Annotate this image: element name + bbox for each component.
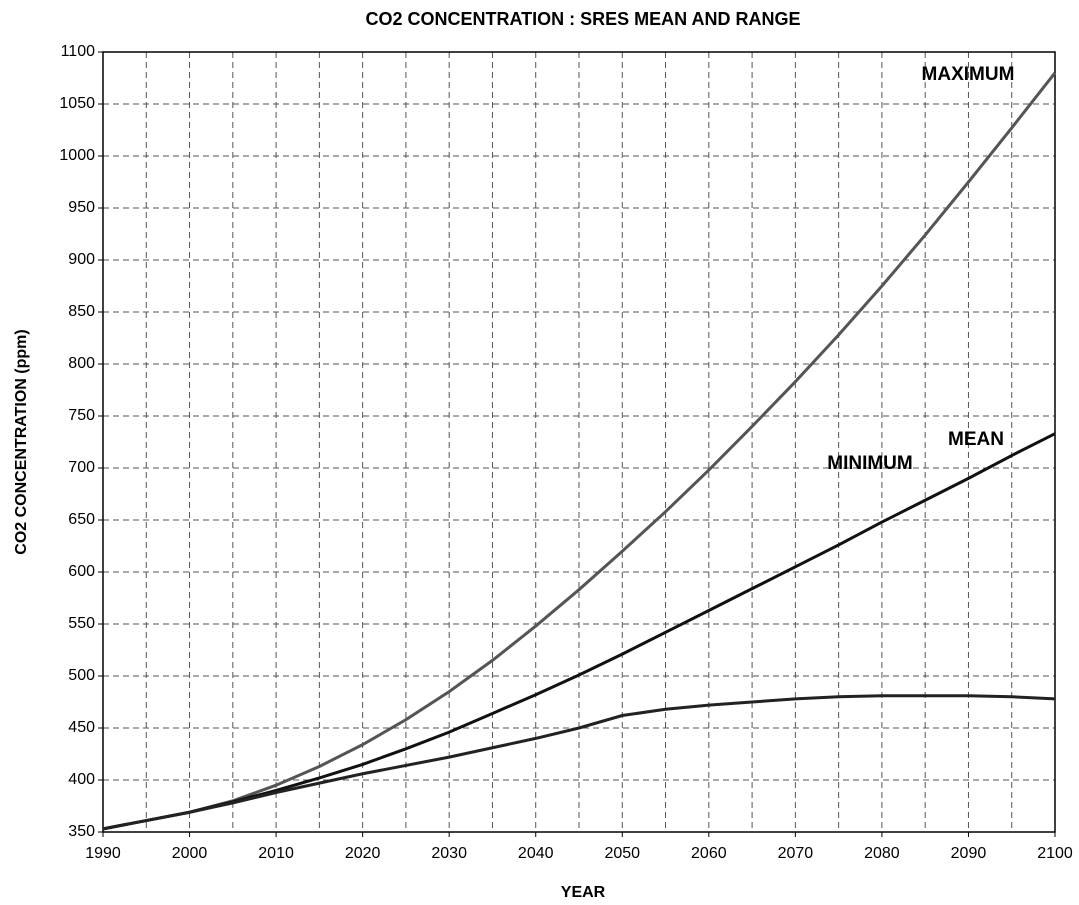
x-tick-label: 2000: [172, 845, 208, 862]
series-label: MEAN: [948, 429, 1004, 450]
series-line: [102, 432, 1056, 831]
y-tick-label: 1000: [59, 147, 95, 164]
y-tick-label: 650: [68, 511, 95, 528]
y-tick-label: 800: [68, 355, 95, 372]
x-tick-label: 2020: [345, 845, 381, 862]
y-tick-label: 1050: [59, 95, 95, 112]
series-line: [102, 71, 1057, 831]
x-axis-label: YEAR: [561, 884, 606, 901]
y-axis-label: CO2 CONCENTRATION (ppm): [13, 329, 30, 554]
series-label: MINIMUM: [827, 453, 912, 474]
y-tick-label: 850: [68, 303, 95, 320]
x-tick-label: 2010: [258, 845, 294, 862]
x-tick-label: 2070: [778, 845, 814, 862]
series-label: MAXIMUM: [922, 64, 1015, 85]
chart-title: CO2 CONCENTRATION : SRES MEAN AND RANGE: [365, 9, 800, 29]
y-tick-label: 900: [68, 251, 95, 268]
x-tick-label: 2050: [604, 845, 640, 862]
y-tick-label: 1100: [61, 43, 96, 60]
x-tick-label: 2080: [864, 845, 900, 862]
x-tick-label: 2060: [691, 845, 727, 862]
series-line: [102, 694, 1056, 831]
y-tick-label: 600: [68, 563, 95, 580]
y-tick-label: 350: [68, 823, 95, 840]
y-tick-label: 500: [68, 667, 95, 684]
y-tick-label: 700: [68, 459, 95, 476]
y-tick-label: 950: [68, 199, 95, 216]
x-tick-label: 2090: [951, 845, 987, 862]
y-tick-label: 750: [68, 407, 95, 424]
y-tick-label: 450: [68, 719, 95, 736]
x-tick-label: 2040: [518, 845, 554, 862]
x-tick-label: 2100: [1037, 845, 1073, 862]
y-tick-label: 550: [68, 615, 95, 632]
plot-frame: [102, 51, 1056, 833]
y-tick-label: 400: [68, 771, 95, 788]
x-tick-label: 2030: [431, 845, 467, 862]
x-tick-label: 1990: [85, 845, 121, 862]
